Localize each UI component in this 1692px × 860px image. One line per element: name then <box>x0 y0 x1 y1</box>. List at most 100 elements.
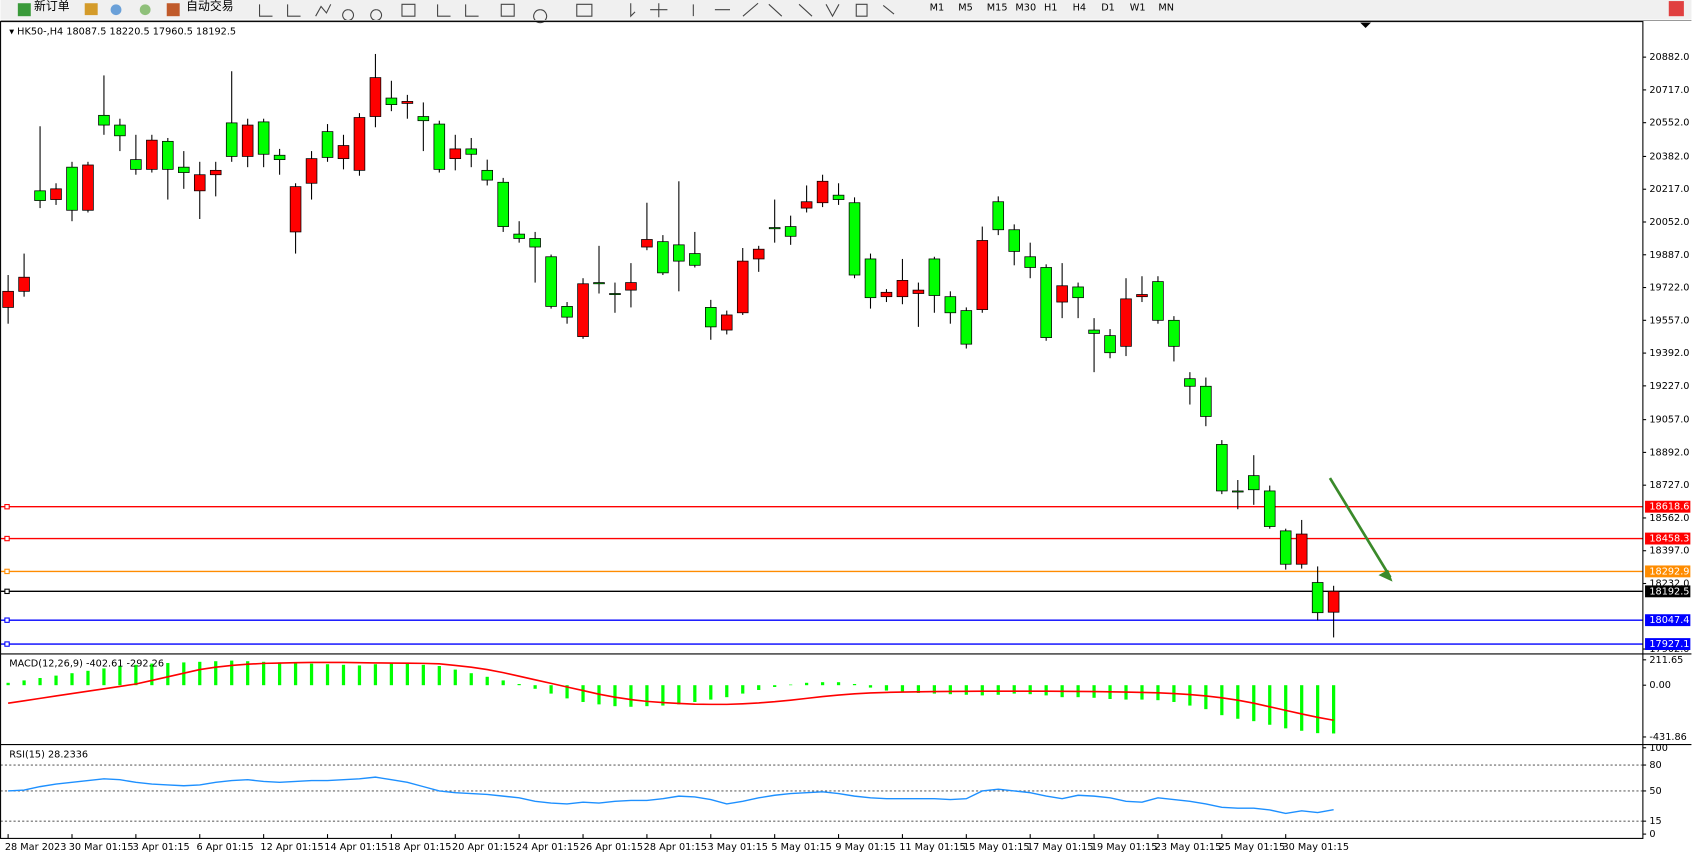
candle-body <box>816 180 829 204</box>
rsi-header: RSI(15) 28.2336 <box>9 749 88 760</box>
new-order-icon[interactable] <box>17 3 31 17</box>
x-tick-label: 30 Mar 01:15 <box>69 842 134 853</box>
candle-body <box>241 124 254 157</box>
x-tick-label: 6 Apr 01:15 <box>197 842 254 853</box>
macd-bar <box>102 668 106 686</box>
rsi-line <box>8 776 1334 815</box>
icon[interactable] <box>84 3 98 16</box>
candle-body <box>449 148 462 160</box>
candle-body <box>193 174 206 192</box>
macd-bar <box>389 663 394 686</box>
y-tick-label: 19227.0 <box>1649 381 1689 392</box>
timeframe-button[interactable]: W1 <box>1130 3 1146 14</box>
macd-bar <box>661 685 665 706</box>
icon[interactable] <box>110 4 122 16</box>
macd-bar <box>1028 685 1032 695</box>
timeframes: M1 M5 M15 M30 H1 H4 D1 W1 MN <box>930 3 1174 14</box>
price-label-box <box>1645 565 1691 578</box>
macd-bar <box>932 685 936 694</box>
macd-bar <box>693 685 697 702</box>
timeframe-button[interactable]: M5 <box>958 3 973 14</box>
price-label-box <box>1645 532 1691 545</box>
macd-bar <box>6 682 10 686</box>
macd-bar <box>820 682 825 686</box>
macd-bar <box>373 664 378 686</box>
toolbar <box>0 0 1692 20</box>
candle-body <box>832 194 845 200</box>
price-handle <box>4 617 10 623</box>
macd-bar <box>948 685 952 695</box>
macd-bar <box>1188 685 1192 706</box>
y-tick-label: 20552.0 <box>1649 118 1689 129</box>
macd-bar <box>166 663 170 686</box>
candle-body <box>1120 298 1132 347</box>
candle-body <box>225 122 238 157</box>
notification[interactable] <box>1668 1 1684 17</box>
y-tick-label: 18727.0 <box>1649 480 1689 491</box>
y-tick-label: 20882.0 <box>1649 52 1689 63</box>
price-label: 18292.9 <box>1649 566 1689 577</box>
autotrade-button[interactable]: 自动交易 <box>186 0 233 13</box>
macd-bar <box>421 664 425 686</box>
price-label: 18618.6 <box>1649 502 1689 513</box>
candle-body <box>1327 590 1340 613</box>
x-tick-label: 9 May 01:15 <box>835 842 895 853</box>
candle-body <box>1168 319 1180 347</box>
candle-body <box>880 291 893 298</box>
y-tick-label: 19887.0 <box>1649 250 1689 261</box>
candle-body <box>417 116 430 122</box>
macd-bar <box>613 685 617 707</box>
timeframe-button[interactable]: H4 <box>1073 3 1086 14</box>
macd-bar <box>789 684 793 686</box>
macd-bar <box>1284 685 1288 729</box>
macd-bar <box>1220 685 1224 716</box>
y-tick-label: 19057.0 <box>1649 415 1689 426</box>
candle-body <box>353 117 366 171</box>
x-tick-label: 18 Apr 01:15 <box>388 842 451 853</box>
x-tick-label: 14 Apr 01:15 <box>324 842 387 853</box>
macd-bar <box>86 670 90 686</box>
macd-bar <box>150 663 154 686</box>
macd-bar <box>757 685 761 690</box>
x-tick-label: 20 Apr 01:15 <box>452 842 515 853</box>
candle-body <box>768 227 781 230</box>
macd-bar <box>38 678 42 686</box>
macd-bar <box>70 673 74 686</box>
candle-body <box>289 186 302 233</box>
candle-body <box>98 114 110 126</box>
candle-body <box>609 293 621 295</box>
candle-body <box>162 140 174 170</box>
new-order-button[interactable]: 新订单 <box>34 0 70 13</box>
macd-bar <box>1204 685 1208 710</box>
timeframe-button[interactable]: H1 <box>1044 3 1057 14</box>
candle-body <box>18 276 30 292</box>
macd-bar <box>1268 685 1272 725</box>
candle-body <box>896 280 909 298</box>
candle-body <box>657 241 669 274</box>
timeframe-button[interactable]: M30 <box>1015 3 1036 14</box>
icon[interactable] <box>139 4 151 16</box>
timeframe-button[interactable]: D1 <box>1101 3 1115 14</box>
candle-body <box>752 248 765 260</box>
macd-bar <box>437 666 441 686</box>
timeframe-button[interactable]: MN <box>1158 3 1174 14</box>
timeframe-button[interactable]: M1 <box>930 3 945 14</box>
macd-bar <box>1236 685 1240 719</box>
candle-body <box>928 258 941 296</box>
candle-body <box>1311 582 1324 614</box>
y-tick-label: -431.86 <box>1649 732 1686 743</box>
x-tick-label: 5 May 01:15 <box>771 842 831 853</box>
macd-bar <box>501 680 505 686</box>
price-label-box <box>1645 638 1691 650</box>
macd-bar <box>485 676 489 686</box>
macd-bar <box>453 669 457 686</box>
macd-bar <box>517 683 521 686</box>
macd-bar <box>996 685 1000 695</box>
macd-bar <box>852 683 857 686</box>
price-label: 18458.3 <box>1649 534 1689 545</box>
autotrade-icon[interactable] <box>166 3 180 17</box>
y-tick-label: 18232.0 <box>1649 579 1689 590</box>
x-tick-label: 25 May 01:15 <box>1219 842 1286 853</box>
timeframe-button[interactable]: M15 <box>987 3 1008 14</box>
candle-body <box>257 121 270 155</box>
